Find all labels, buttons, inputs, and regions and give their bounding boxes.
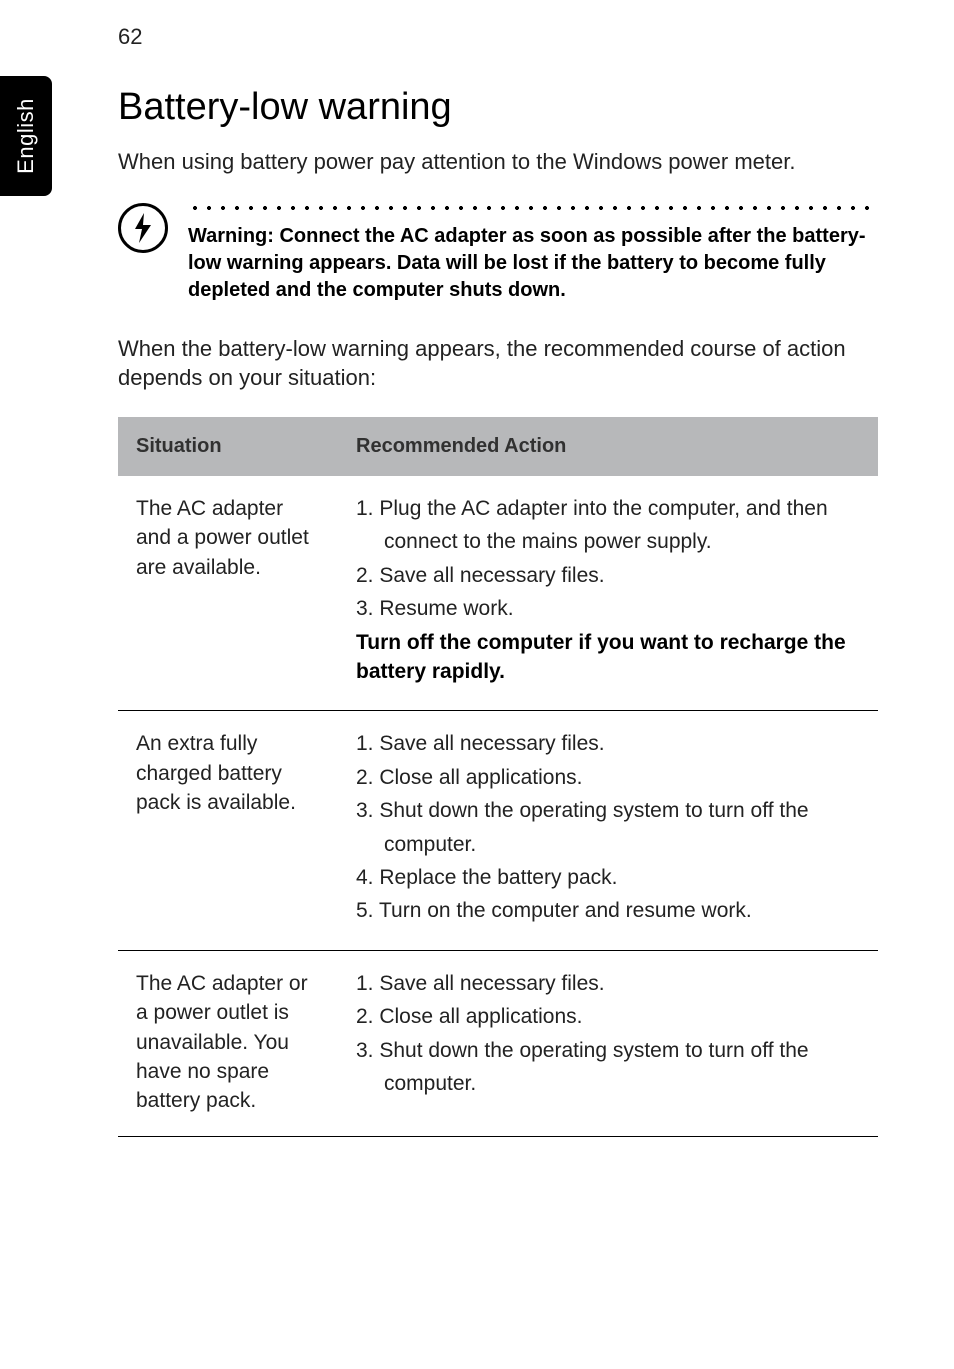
action-line: computer.: [356, 830, 862, 859]
language-tab-label: English: [13, 98, 39, 174]
lightning-icon-svg: [133, 213, 153, 243]
action-line: 3. Shut down the operating system to tur…: [356, 796, 862, 825]
action-line: computer.: [356, 1069, 862, 1098]
action-line: 3. Shut down the operating system to tur…: [356, 1036, 862, 1065]
situation-cell: The AC adapter or a power outlet is unav…: [118, 950, 338, 1136]
action-line: Turn off the computer if you want to rec…: [356, 628, 862, 687]
situation-cell: The AC adapter and a power outlet are av…: [118, 476, 338, 711]
table-row: An extra fully charged battery pack is a…: [118, 711, 878, 950]
warning-body: Connect the AC adapter as soon as possib…: [188, 225, 866, 301]
action-line: 2. Close all applications.: [356, 1002, 862, 1031]
warning-prefix: Warning:: [188, 225, 274, 247]
action-line: 2. Close all applications.: [356, 763, 862, 792]
action-cell: 1. Save all necessary files. 2. Close all…: [338, 711, 878, 950]
table-row: The AC adapter or a power outlet is unav…: [118, 950, 878, 1136]
action-line: 1. Save all necessary files.: [356, 969, 862, 998]
table-header-row: Situation Recommended Action: [118, 417, 878, 476]
lightning-icon: [118, 203, 168, 253]
table-row: The AC adapter and a power outlet are av…: [118, 476, 878, 711]
warning-block: Warning: Connect the AC adapter as soon …: [118, 201, 878, 304]
after-warning-text: When the battery-low warning appears, th…: [118, 334, 878, 393]
situation-table: Situation Recommended Action The AC adap…: [118, 417, 878, 1137]
language-tab: English: [0, 76, 52, 196]
table-body: The AC adapter and a power outlet are av…: [118, 476, 878, 1136]
intro-text: When using battery power pay attention t…: [118, 147, 878, 177]
action-line: 3. Resume work.: [356, 594, 862, 623]
col-situation: Situation: [118, 417, 338, 476]
action-line: connect to the mains power supply.: [356, 527, 862, 556]
col-action: Recommended Action: [338, 417, 878, 476]
warning-content: Warning: Connect the AC adapter as soon …: [188, 201, 878, 304]
situation-cell: An extra fully charged battery pack is a…: [118, 711, 338, 950]
warning-icon-wrap: [118, 201, 170, 253]
page-number: 62: [118, 24, 878, 50]
page-title: Battery-low warning: [118, 86, 878, 129]
page-content: 62 Battery-low warning When using batter…: [118, 24, 878, 1137]
warning-text: Warning: Connect the AC adapter as soon …: [188, 223, 878, 304]
action-line: 4. Replace the battery pack.: [356, 863, 862, 892]
dotted-divider: [188, 201, 878, 215]
action-line: 2. Save all necessary files.: [356, 561, 862, 590]
action-line: 1. Plug the AC adapter into the computer…: [356, 494, 862, 523]
action-line: 1. Save all necessary files.: [356, 729, 862, 758]
action-cell: 1. Save all necessary files. 2. Close all…: [338, 950, 878, 1136]
action-cell: 1. Plug the AC adapter into the computer…: [338, 476, 878, 711]
action-line: 5. Turn on the computer and resume work.: [356, 896, 862, 925]
